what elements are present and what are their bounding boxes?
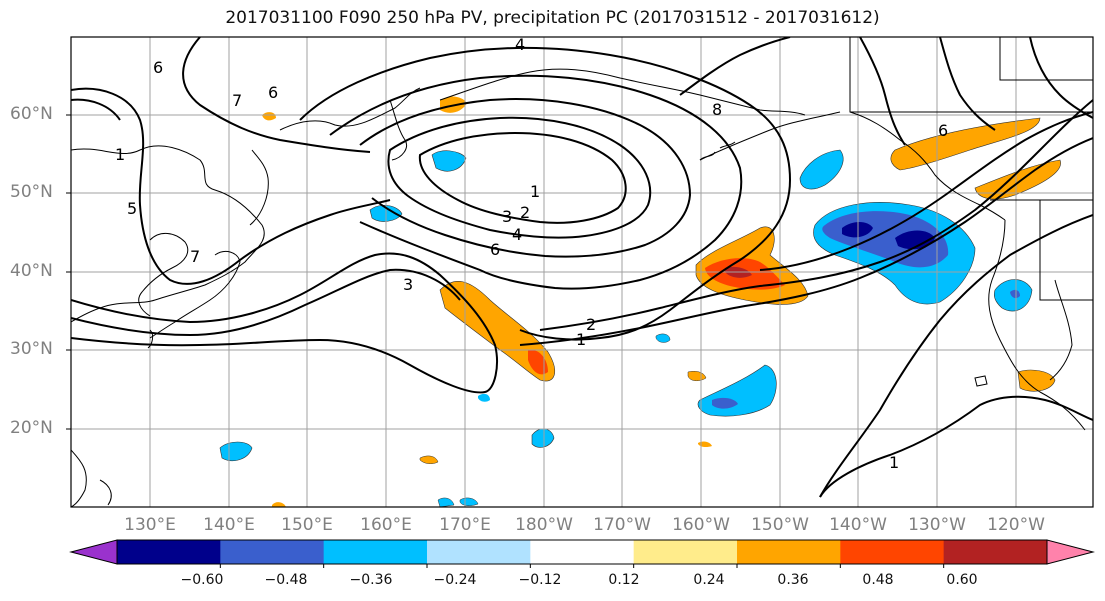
lon-label: 170°W — [593, 515, 651, 535]
lon-label: 170°E — [439, 515, 491, 535]
lon-label: 150°W — [751, 515, 809, 535]
precip-positive-shading — [262, 96, 1061, 507]
pv-contours — [71, 37, 1093, 498]
colorbar — [69, 539, 1095, 568]
lon-label: 140°W — [829, 515, 887, 535]
contour-label: 2 — [586, 315, 596, 334]
colorbar-tick-label: −0.60 — [180, 572, 224, 588]
contour-label: 6 — [268, 83, 278, 102]
colorbar-segment — [117, 540, 221, 564]
lat-label: 40°N — [10, 261, 53, 281]
contour-label: 1 — [115, 145, 125, 164]
colorbar-frame — [116, 539, 1048, 565]
contour-label: 6 — [490, 240, 500, 259]
lon-label: 140°E — [203, 515, 255, 535]
contour-label: 1 — [530, 182, 540, 201]
contour-label: 7 — [190, 247, 200, 266]
contour-label: 4 — [515, 35, 525, 54]
lat-label: 20°N — [10, 418, 53, 438]
lon-label: 120°W — [987, 515, 1045, 535]
lon-label: 160°W — [672, 515, 730, 535]
colorbar-tick-label: 0.48 — [862, 572, 894, 588]
colorbar-segment — [323, 540, 428, 564]
lat-label: 60°N — [10, 104, 53, 124]
contour-label: 5 — [127, 199, 137, 218]
contour-labels: 6 7 6 5 7 4 1 2 3 4 6 3 2 1 8 6 1 1 — [115, 35, 948, 472]
contour-label: 7 — [232, 91, 242, 110]
colorbar-segment — [737, 540, 841, 564]
colorbar-ticks — [219, 564, 945, 568]
colorbar-segment — [530, 540, 635, 564]
lat-label: 50°N — [10, 182, 53, 202]
contour-label: 4 — [512, 225, 522, 244]
colorbar-extend-min — [69, 539, 118, 565]
lon-label: 180°W — [515, 515, 573, 535]
tick-marks — [66, 114, 71, 430]
colorbar-segments — [117, 540, 1048, 564]
colorbar-tick-label: 0.60 — [946, 572, 978, 588]
colorbar-segment — [943, 540, 1048, 564]
contour-label: 3 — [502, 207, 512, 226]
colorbar-tick-label: 0.24 — [693, 572, 725, 588]
colorbar-segment — [427, 540, 531, 564]
colorbar-segment — [633, 540, 738, 564]
contour-label: 1 — [576, 330, 586, 349]
colorbar-tick-label: −0.24 — [433, 572, 477, 588]
contour-label: 1 — [889, 453, 899, 472]
contour-label: 6 — [938, 121, 948, 140]
colorbar-tick-label: 0.36 — [777, 572, 809, 588]
lon-label: 130°W — [908, 515, 966, 535]
gridlines — [71, 37, 1093, 507]
lon-label: 150°E — [281, 515, 333, 535]
colorbar-tick-label: −0.12 — [518, 572, 562, 588]
contour-label: 2 — [520, 203, 530, 222]
contour-label: 3 — [403, 275, 413, 294]
colorbar-segment — [220, 540, 325, 564]
colorbar-segment — [840, 540, 945, 564]
colorbar-tick-label: −0.48 — [264, 572, 308, 588]
contour-label: 6 — [153, 58, 163, 77]
contour-label: 8 — [712, 100, 722, 119]
precip-negative-shading — [219, 149, 1033, 507]
colorbar-extend-max — [1046, 539, 1095, 565]
lat-label: 30°N — [10, 339, 53, 359]
lon-label: 160°E — [360, 515, 412, 535]
map-title: 2017031100 F090 250 hPa PV, precipitatio… — [225, 8, 880, 28]
colorbar-tick-label: −0.36 — [349, 572, 393, 588]
lon-label: 130°E — [124, 515, 176, 535]
colorbar-tick-label: 0.12 — [608, 572, 640, 588]
